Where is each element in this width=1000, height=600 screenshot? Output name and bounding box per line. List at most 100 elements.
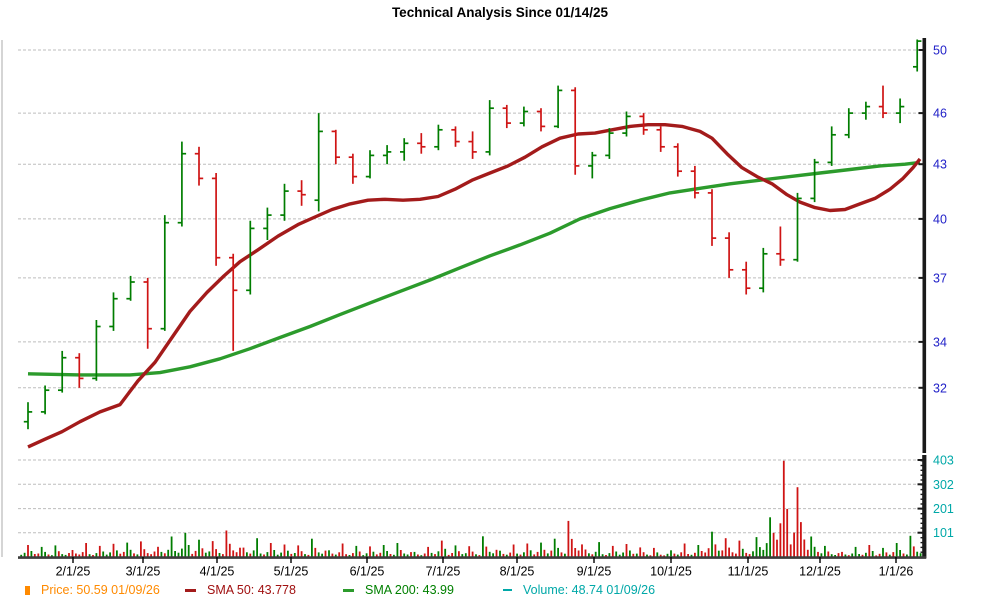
ohlc-bar	[468, 131, 477, 159]
ohlc-bar	[519, 106, 529, 127]
ohlc-bar	[844, 108, 853, 139]
ohlc-bar	[690, 165, 700, 199]
ohlc-bar	[229, 253, 238, 351]
month-tick-label: 2/1/25	[56, 565, 91, 579]
price-gridlines	[18, 49, 922, 389]
sma200-legend-marker-icon	[343, 588, 354, 592]
price-tick-label: 32	[933, 381, 947, 395]
ohlc-bar	[793, 192, 802, 262]
chart-plot-area: 50 46 43 40 37 34 32 403 302 201 101 2/1/25 3/1/25 4/…	[1, 38, 954, 579]
ohlc-bar	[759, 247, 768, 293]
price-tick-label: 50	[933, 44, 947, 58]
ohlc-bar	[913, 39, 922, 72]
month-tick-label: 11/1/25	[728, 565, 769, 579]
month-tick-label: 9/1/25	[577, 565, 612, 579]
volume-tick-label: 302	[933, 478, 954, 492]
chart-title: Technical Analysis Since 01/14/25	[391, 5, 609, 20]
month-tick-label: 3/1/25	[126, 565, 161, 579]
ohlc-bar	[742, 261, 751, 295]
ohlc-bar	[724, 232, 734, 278]
volume-tick-label: 403	[933, 454, 954, 468]
month-tick-label: 1/1/26	[879, 565, 914, 579]
ohlc-bar	[588, 151, 597, 179]
ohlc-bar	[656, 126, 665, 152]
chart-legend: Price: 50.59 01/09/26 SMA 50: 43.778 SMA…	[0, 582, 1000, 600]
ohlc-bar	[40, 385, 50, 415]
ohlc-bar	[451, 126, 460, 147]
ohlc-bar	[707, 189, 717, 246]
ohlc-bar	[639, 113, 648, 135]
price-tick-label: 34	[933, 335, 947, 349]
ohlc-bar	[126, 275, 135, 301]
x-axis-ticks: 2/1/25 3/1/25 4/1/25 5/1/25 6/1/25 7/1/25 8/1/…	[56, 557, 914, 579]
ohlc-bar	[502, 104, 511, 129]
month-tick-label: 7/1/25	[426, 565, 461, 579]
sma50-legend-label: SMA 50: 43.778	[207, 583, 296, 597]
ohlc-bar	[177, 141, 187, 227]
month-tick-label: 5/1/25	[274, 565, 309, 579]
ohlc-bar	[861, 101, 871, 120]
volume-tick-label: 201	[933, 502, 954, 516]
ohlc-bar	[331, 129, 340, 165]
ohlc-bar	[58, 350, 67, 393]
legend-item-volume: Volume: 48.74 01/09/26	[503, 582, 655, 598]
ohlc-bar	[109, 292, 118, 331]
ohlc-bar	[810, 158, 819, 203]
price-tick-label: 46	[933, 107, 947, 121]
ohlc-bar	[365, 150, 375, 179]
volume-axis	[922, 455, 927, 559]
ohlc-bar	[297, 180, 306, 206]
price-legend-marker-icon	[25, 585, 30, 595]
price-tick-label: 43	[933, 158, 947, 172]
month-tick-label: 4/1/25	[200, 565, 235, 579]
ohlc-bar	[92, 320, 101, 381]
volume-bars	[20, 460, 925, 557]
ohlc-bar	[553, 85, 563, 129]
ohlc-bar	[417, 133, 426, 154]
price-legend-label: Price: 50.59 01/09/26	[41, 583, 160, 597]
legend-item-price: Price: 50.59 01/09/26	[25, 582, 160, 598]
volume-axis-ticks: 403 302 201 101	[917, 454, 954, 553]
sma200-legend-label: SMA 200: 43.99	[365, 583, 454, 597]
sma50-legend-marker-icon	[185, 588, 196, 592]
ohlc-bar	[485, 100, 494, 156]
ohlc-bar	[382, 145, 392, 165]
ohlc-bar	[878, 85, 888, 119]
volume-gridlines	[18, 459, 922, 534]
ohlc-bar	[622, 111, 631, 137]
ohlc-bar	[827, 126, 836, 166]
month-tick-label: 8/1/25	[500, 565, 535, 579]
ohlc-bar	[776, 226, 785, 266]
ohlc-bar	[75, 353, 84, 388]
ohlc-bar	[23, 402, 33, 430]
price-axis-ticks: 50 46 43 40 37 34 32	[918, 44, 947, 395]
ohlc-bar	[246, 220, 255, 295]
sma200-line	[27, 160, 921, 377]
ohlc-bar	[314, 113, 323, 212]
sma50-line	[27, 123, 922, 449]
ohlc-bar	[143, 277, 152, 349]
month-tick-label: 6/1/25	[350, 565, 385, 579]
ohlc-bar	[160, 215, 169, 331]
ohlc-bar	[211, 173, 221, 266]
price-axis	[922, 38, 927, 453]
price-tick-label: 40	[933, 212, 947, 226]
volume-tick-label: 101	[933, 526, 954, 540]
ohlc-bar	[400, 138, 409, 161]
volume-legend-label: Volume: 48.74 01/09/26	[523, 583, 656, 597]
legend-item-sma200: SMA 200: 43.99	[343, 582, 454, 598]
ohlc-bar	[571, 87, 580, 175]
ohlc-bar	[673, 143, 682, 177]
volume-legend-marker-icon	[503, 589, 512, 591]
ohlc-bar	[263, 207, 272, 240]
ohlc-bars	[23, 39, 922, 430]
month-tick-label: 10/1/25	[650, 565, 692, 579]
ohlc-bar	[434, 124, 443, 151]
ohlc-bar	[536, 108, 546, 132]
price-tick-label: 37	[933, 271, 947, 285]
month-tick-label: 12/1/25	[799, 565, 841, 579]
ohlc-bar	[895, 98, 905, 124]
ohlc-bar	[194, 146, 204, 186]
ohlc-bar	[348, 153, 358, 184]
